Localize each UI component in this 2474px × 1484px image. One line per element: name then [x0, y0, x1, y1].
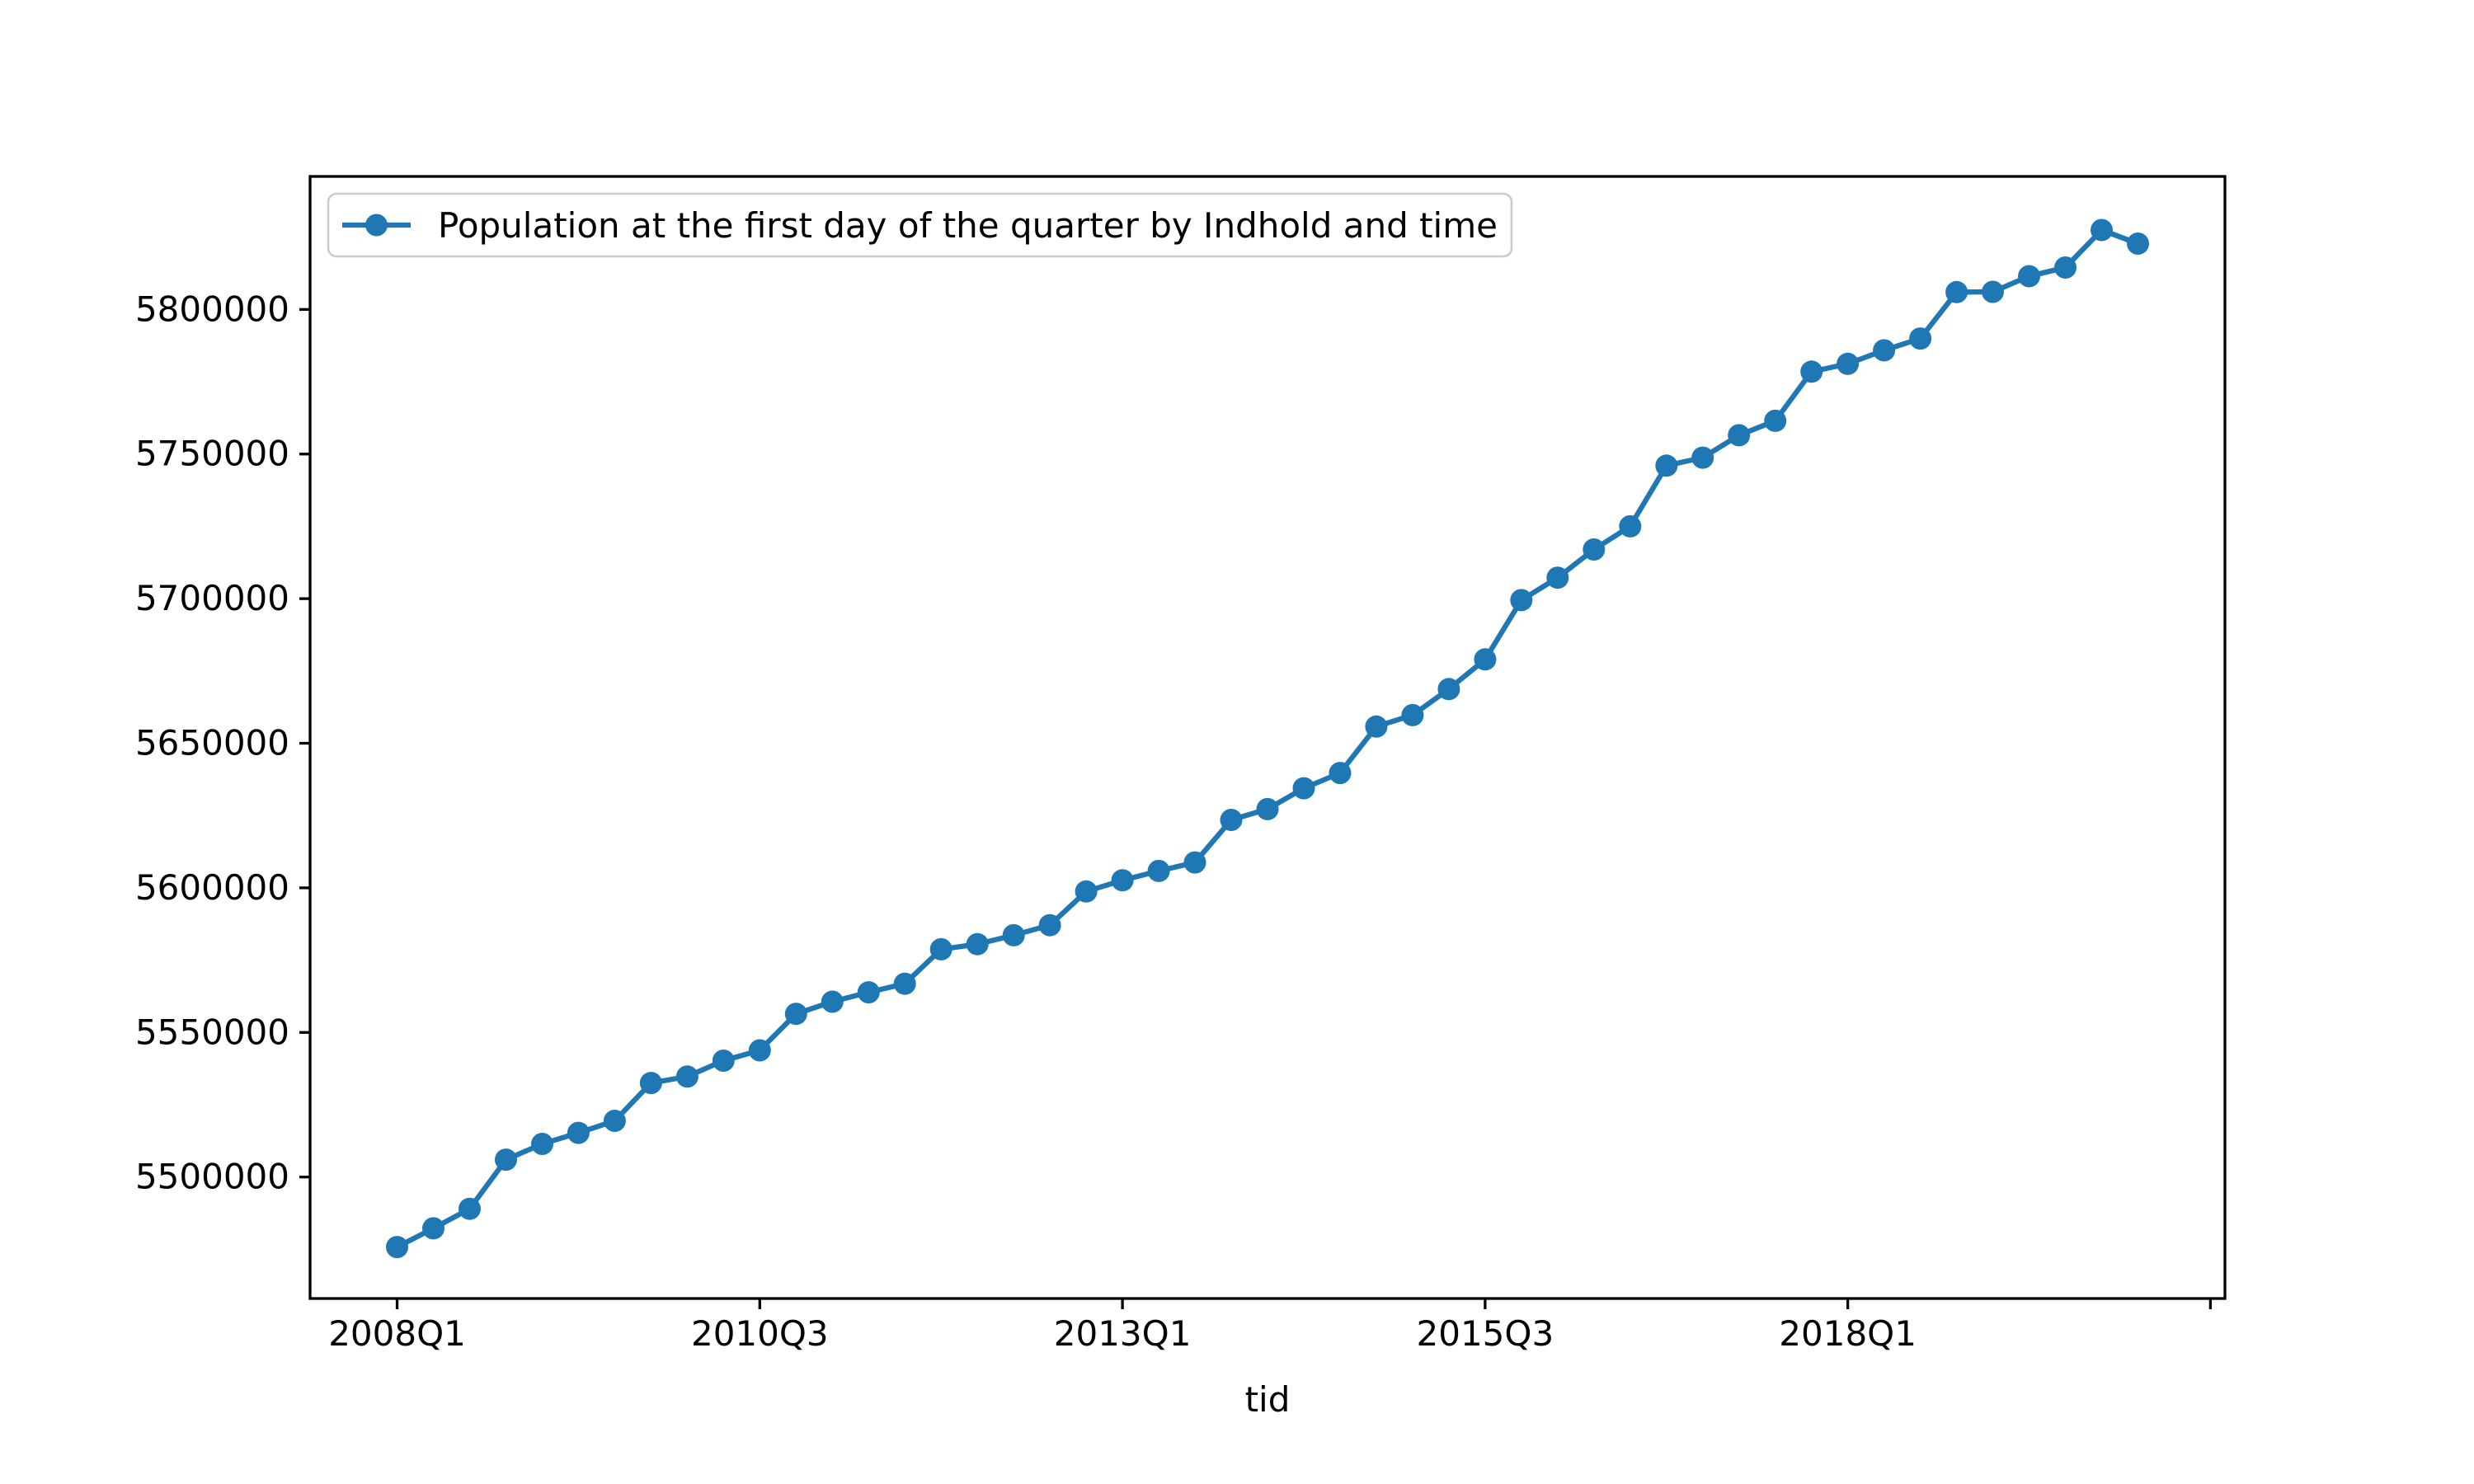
data-point	[1945, 280, 1968, 303]
data-point	[675, 1065, 698, 1088]
data-point	[1474, 648, 1497, 671]
y-tick-label: 5800000	[135, 289, 289, 329]
plot-area-border	[308, 175, 2227, 1300]
series-line	[396, 227, 2139, 1250]
x-axis: 2008Q1 2010Q3 2013Q1 2015Q3 2018Q1	[328, 1298, 2213, 1354]
data-point	[821, 990, 844, 1013]
x-tick-label: 2008Q1	[328, 1313, 466, 1354]
data-point	[784, 1003, 807, 1026]
data-point	[1655, 454, 1678, 477]
data-point	[2054, 256, 2077, 279]
data-point	[2127, 232, 2149, 255]
data-point	[1873, 339, 1896, 362]
data-point	[1111, 869, 1134, 892]
data-point	[1292, 777, 1315, 800]
data-point	[929, 937, 952, 960]
data-point	[1183, 851, 1206, 874]
y-tick-label: 5650000	[135, 723, 289, 763]
data-point	[1800, 360, 1823, 383]
y-tick-label: 5700000	[135, 578, 289, 618]
y-tick-label: 5500000	[135, 1157, 289, 1197]
x-tick-label: 2018Q1	[1779, 1313, 1917, 1354]
legend-frame	[327, 192, 1513, 258]
data-point	[422, 1217, 444, 1240]
data-point	[1510, 589, 1533, 612]
data-point	[1075, 880, 1098, 903]
data-point	[1002, 923, 1025, 946]
data-point	[857, 981, 880, 1004]
data-point	[1401, 703, 1424, 726]
legend: Population at the first day of the quart…	[327, 192, 1513, 258]
data-point	[1728, 424, 1751, 447]
data-point	[1619, 514, 1642, 538]
legend-marker-icon	[365, 214, 388, 237]
data-point	[748, 1039, 771, 1062]
y-tick-label: 5600000	[135, 867, 289, 908]
data-point	[639, 1072, 662, 1095]
data-point	[1147, 859, 1170, 882]
y-tick-label: 5750000	[135, 434, 289, 474]
legend-label: Population at the first day of the quart…	[438, 205, 1498, 246]
data-point	[1256, 797, 1279, 820]
data-point	[1837, 352, 1860, 375]
data-point	[712, 1050, 735, 1072]
data-point	[1982, 280, 2004, 303]
data-point	[567, 1121, 590, 1144]
data-point	[531, 1133, 553, 1155]
data-point	[1365, 715, 1388, 738]
data-point	[459, 1197, 481, 1220]
data-point	[1691, 446, 1714, 469]
y-tick-label: 5550000	[135, 1012, 289, 1052]
data-point	[1220, 809, 1243, 831]
population-series	[386, 218, 2149, 1259]
data-point	[1329, 762, 1352, 785]
data-point	[603, 1110, 626, 1132]
x-axis-title: tid	[1245, 1379, 1291, 1420]
data-point	[495, 1148, 517, 1172]
data-point	[1038, 913, 1061, 937]
x-tick-label: 2013Q1	[1054, 1313, 1192, 1354]
data-point	[1583, 538, 1606, 561]
data-point	[1546, 566, 1569, 589]
data-point	[2018, 265, 2040, 288]
data-point	[1909, 327, 1932, 350]
y-axis: 5500000 5550000 5600000 5650000 5700000 57500…	[135, 289, 310, 1197]
data-point	[2091, 218, 2113, 242]
data-point	[893, 972, 916, 995]
data-point	[1764, 409, 1787, 432]
data-point	[966, 932, 989, 956]
data-point	[386, 1236, 408, 1259]
x-tick-label: 2015Q3	[1417, 1313, 1554, 1354]
data-point	[1437, 678, 1460, 701]
x-tick-label: 2010Q3	[691, 1313, 829, 1354]
